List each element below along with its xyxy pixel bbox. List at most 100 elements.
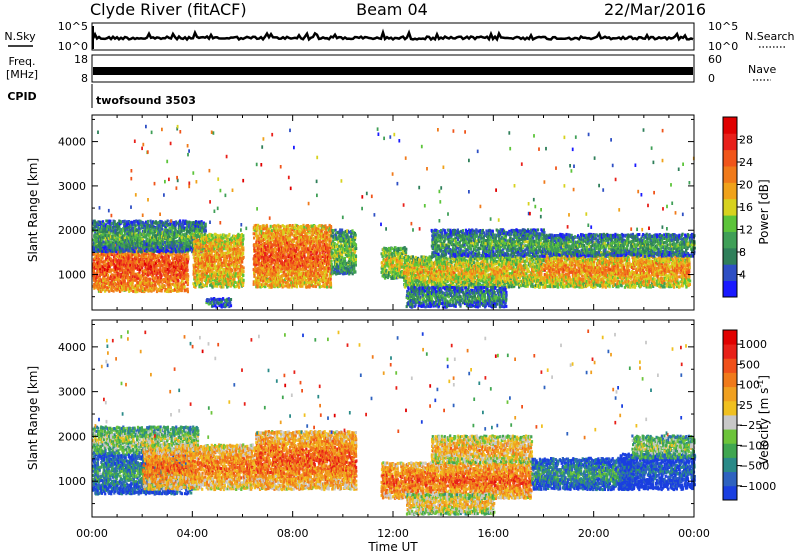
power-cell: [125, 242, 127, 245]
power-cell: [223, 259, 225, 262]
power-cell: [180, 230, 182, 233]
freq-label: Freq.: [8, 55, 35, 68]
power-cell: [170, 286, 172, 289]
power-cell: [212, 286, 214, 289]
power-cell: [255, 267, 257, 270]
power-cell: [178, 256, 180, 259]
power-cell: [197, 254, 199, 257]
nsearch-label: N.Search: [745, 30, 795, 43]
nave-tick-bottom: 0: [708, 72, 715, 85]
power-cell: [174, 227, 176, 230]
power-cell: [144, 230, 146, 233]
power-cell: [142, 286, 144, 289]
power-cell: [288, 248, 290, 251]
radar-summary-plot: Clyde River (fitACF) Beam 04 22/Mar/2016…: [0, 0, 800, 554]
power-cell: [207, 264, 209, 267]
power-cell: [304, 228, 306, 231]
power-cell: [198, 250, 200, 253]
power-cell: [221, 237, 223, 240]
power-cell: [206, 275, 208, 278]
power-cell: [187, 288, 189, 291]
power-cell: [207, 267, 209, 270]
power-cell: [227, 283, 229, 286]
power-cell: [253, 283, 255, 286]
power-cell: [177, 234, 179, 237]
power-cell: [243, 279, 245, 282]
power-cell: [178, 282, 180, 285]
power-cell: [114, 254, 116, 257]
power-cell: [98, 258, 100, 261]
power-cell: [101, 257, 103, 260]
power-cell: [258, 245, 260, 248]
power-cell: [125, 282, 127, 285]
power-cell: [134, 250, 136, 253]
power-cell: [212, 242, 214, 245]
power-cell: [187, 273, 189, 276]
power-cell: [132, 290, 134, 293]
power-cell: [151, 229, 153, 232]
power-cell: [198, 235, 200, 238]
power-cell: [146, 250, 148, 253]
power-cell: [133, 272, 135, 275]
power-cell: [225, 262, 227, 265]
nave-tick-top: 60: [708, 53, 722, 66]
power-cell: [293, 240, 295, 243]
power-cell: [121, 232, 123, 235]
power-cell: [161, 228, 163, 231]
nsky-trace: [93, 26, 693, 49]
power-cell: [289, 237, 291, 240]
power-cell: [114, 229, 116, 232]
power-cell: [184, 285, 186, 288]
nsearch-tick-top: 10^5: [708, 20, 738, 33]
power-cell: [231, 269, 233, 272]
power-cell: [161, 264, 163, 267]
power-cell: [230, 273, 232, 276]
power-cell: [155, 220, 157, 223]
power-cell: [161, 279, 163, 282]
power-cell: [282, 284, 284, 287]
power-cell: [237, 265, 239, 268]
power-cell: [187, 269, 189, 272]
power-cell: [299, 267, 301, 270]
power-cell: [242, 243, 244, 246]
cpid-value: twofsound 3503: [96, 94, 196, 107]
power-cell: [128, 290, 130, 293]
power-cell: [158, 259, 160, 262]
nsky-tick-bottom: 10^0: [58, 40, 88, 53]
nsearch-tick-bottom: 10^0: [708, 40, 738, 53]
power-cell: [155, 234, 157, 237]
power-cell: [187, 255, 189, 258]
power-cell: [185, 255, 187, 258]
power-cell: [237, 233, 239, 236]
power-cell: [303, 226, 305, 229]
power-cell: [224, 254, 226, 257]
nsky-label: N.Sky: [4, 30, 36, 43]
power-cell: [182, 280, 184, 283]
power-cell: [226, 259, 228, 262]
power-cell: [160, 253, 162, 256]
power-cell: [295, 250, 297, 253]
power-cell: [124, 220, 126, 223]
power-cell: [242, 270, 244, 273]
nave-label: Nave: [748, 63, 776, 76]
power-cell: [278, 271, 280, 274]
power-cell: [158, 254, 160, 257]
power-cell: [172, 255, 174, 258]
freq-tick-top: 18: [74, 53, 88, 66]
power-cell: [199, 254, 201, 257]
freq-tick-bottom: 8: [81, 72, 88, 85]
power-cell: [262, 232, 264, 235]
power-cell: [167, 220, 169, 223]
power-cell: [242, 252, 244, 255]
power-cell: [258, 279, 260, 282]
power-cell: [282, 236, 284, 239]
freq-unit-label: [MHz]: [6, 68, 38, 81]
title-right: 22/Mar/2016: [604, 0, 706, 19]
power-cell: [268, 273, 270, 276]
power-cells: [92, 125, 696, 309]
power-cell: [305, 267, 307, 270]
nsky-trace-line: [93, 33, 693, 40]
freq-trace: [93, 67, 693, 75]
power-cell: [187, 282, 189, 285]
